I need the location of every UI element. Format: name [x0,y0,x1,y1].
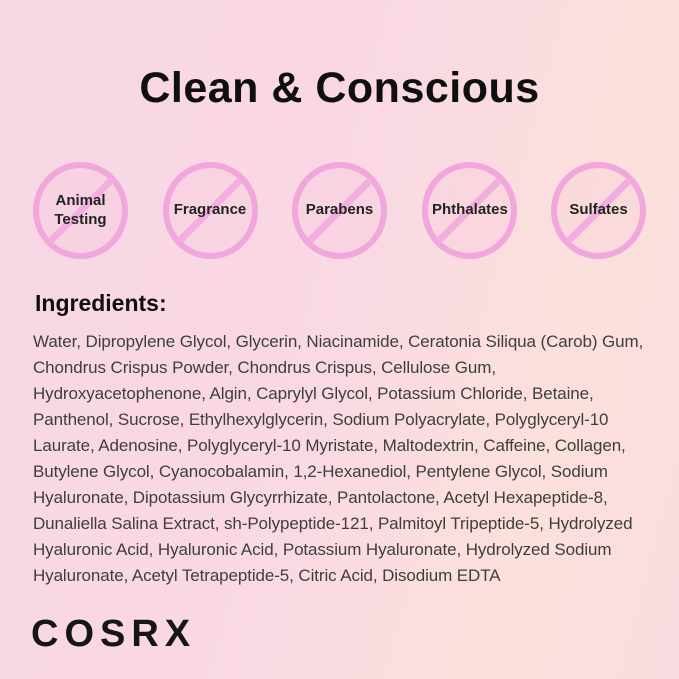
cosrx-logo: COSRX [31,613,197,655]
no-animal-testing-badge: Animal Testing [33,162,128,259]
badge-label: Fragrance [173,201,247,219]
no-parabens-badge: Parabens [292,162,387,259]
ingredients-heading: Ingredients: [35,290,167,316]
free-from-badges-row: Animal Testing Fragrance Parabens Phthal… [0,162,679,259]
no-sulfates-badge: Sulfates [551,162,646,259]
page-title: Clean & Conscious [139,64,540,112]
no-phthalates-badge: Phthalates [421,162,517,259]
badge-label: Parabens [305,201,374,219]
ingredients-text: Water, Dipropylene Glycol, Glycerin, Nia… [33,332,644,585]
ingredients-section: Ingredients: Water, Dipropylene Glycol, … [0,290,679,589]
no-fragrance-badge: Fragrance [162,162,258,259]
badge-label: Animal Testing [54,191,107,228]
badge-label: Sulfates [569,201,628,219]
badge-label: Phthalates [432,201,508,219]
